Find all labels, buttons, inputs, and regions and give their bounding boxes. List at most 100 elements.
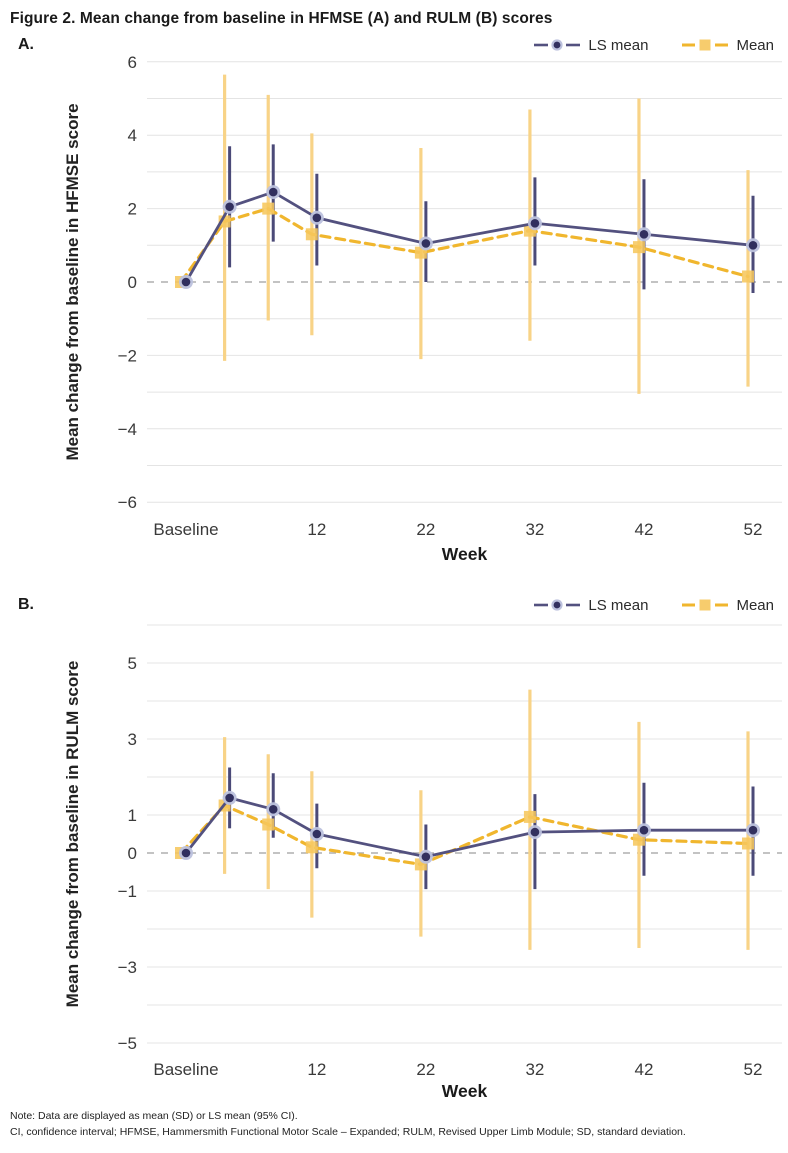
series-mean-line — [179, 803, 750, 866]
x-axis-label: Week — [442, 544, 488, 564]
y-tick-label: 1 — [128, 806, 137, 825]
y-axis-title: Mean change from baseline in HFMSE score — [63, 103, 82, 460]
legend-item-ls-mean: LS mean — [534, 597, 648, 614]
ls-mean-legend-label: LS mean — [588, 36, 649, 54]
x-tick-label: 52 — [744, 1060, 763, 1079]
y-tick-label: −5 — [118, 1034, 137, 1053]
legend-item-ls-mean: LS mean — [534, 37, 648, 54]
panel-b: B. LS mean — [10, 594, 782, 1104]
series-ls-mean-line — [184, 190, 754, 283]
panel-b-header: B. LS mean — [10, 594, 780, 616]
panel-a-legend: LS mean Mean — [534, 37, 774, 54]
legend-item-mean: Mean — [682, 597, 774, 614]
mean-legend-label: Mean — [736, 596, 774, 614]
mean-legend-label: Mean — [736, 36, 774, 54]
series-mean-errorbars — [223, 689, 750, 950]
rulm-chart: 5 3 1 0 −1 −3 −5 Mean change from baseline in R… — [63, 624, 782, 1101]
mean-data-point — [305, 841, 318, 854]
mean-legend-swatch-icon — [682, 39, 729, 51]
ls-mean-data-point — [639, 229, 649, 239]
legend-item-mean: Mean — [682, 37, 774, 54]
x-tick-label: 42 — [635, 1060, 654, 1079]
y-tick-label: −6 — [118, 493, 137, 512]
mean-data-point — [742, 837, 755, 850]
y-tick-label: 0 — [128, 844, 137, 863]
ls-mean-data-point — [268, 805, 278, 814]
panel-a-header: A. LS mean — [10, 34, 780, 56]
x-tick-label: 52 — [744, 520, 763, 539]
x-axis-title: Week — [442, 1081, 488, 1101]
panel-b-legend: LS mean Mean — [534, 597, 774, 614]
y-tick-label: 0 — [128, 273, 137, 292]
mean-data-point — [523, 810, 536, 823]
y-tick-label: −3 — [118, 958, 137, 977]
panel-b-label: B. — [18, 596, 34, 613]
ls-mean-data-point — [530, 218, 540, 228]
ls-mean-data-point — [268, 187, 278, 197]
x-tick-label: 32 — [525, 520, 544, 539]
ls-mean-data-point — [225, 202, 234, 212]
y-tick-labels: 5 3 1 0 −1 −3 −5 — [118, 654, 137, 1053]
mean-data-point — [632, 241, 645, 254]
ls-mean-data-point — [748, 825, 758, 835]
ls-mean-data-point — [748, 241, 758, 250]
mean-legend-swatch-icon — [682, 599, 729, 611]
y-tick-label: −4 — [118, 420, 137, 439]
y-tick-labels: 6 4 2 0 −2 −4 −6 — [118, 56, 137, 512]
x-tick-labels: Baseline 12 22 32 42 52 — [153, 1060, 762, 1079]
footnote-note: Note: Data are displayed as mean (SD) or… — [10, 1110, 298, 1122]
figure-title: Figure 2. Mean change from baseline in H… — [10, 10, 553, 27]
ls-mean-legend-swatch-icon — [534, 599, 581, 611]
ls-mean-data-point — [181, 277, 191, 287]
panel-a-label: A. — [18, 36, 34, 53]
x-tick-label: 22 — [416, 1060, 435, 1079]
x-tick-labels: Baseline 12 22 32 42 52 — [153, 520, 762, 539]
x-tick-label: 22 — [416, 520, 435, 539]
y-tick-label: 6 — [128, 56, 137, 72]
x-axis-title: Week — [442, 544, 488, 564]
x-tick-label: 42 — [635, 520, 654, 539]
ls-mean-data-point — [312, 213, 322, 223]
y-tick-label: 5 — [128, 654, 137, 673]
y-tick-label: 4 — [128, 126, 137, 145]
y-axis-title: Mean change from baseline in RULM score — [63, 661, 82, 1008]
panel-a: A. LS mean — [10, 34, 782, 568]
x-tick-label: 12 — [307, 1060, 326, 1079]
series-ls-mean-markers — [179, 790, 761, 864]
mean-data-point — [262, 202, 275, 215]
ls-mean-legend-label: LS mean — [588, 596, 649, 614]
gridlines — [147, 624, 782, 1044]
gridlines — [147, 61, 782, 503]
mean-data-point — [305, 228, 318, 241]
ls-mean-data-point — [421, 852, 431, 862]
x-tick-label: 32 — [525, 1060, 544, 1079]
series-mean-errorbars — [223, 74, 750, 394]
y-tick-label: 3 — [128, 730, 137, 749]
footnote-abbreviations: CI, confidence interval; HFMSE, Hammersm… — [10, 1126, 686, 1139]
ls-mean-data-point — [312, 829, 322, 839]
mean-data-point — [742, 270, 755, 283]
y-axis-label: Mean change from baseline in HFMSE score — [63, 103, 82, 460]
series-mean-markers — [175, 799, 755, 871]
x-axis-label: Week — [442, 1081, 488, 1101]
series-ls-mean-errorbars — [228, 144, 755, 294]
ls-mean-data-point — [181, 848, 191, 858]
x-tick-label: Baseline — [153, 520, 218, 539]
x-tick-label: Baseline — [153, 1060, 218, 1079]
y-tick-label: −2 — [118, 346, 137, 365]
ls-mean-data-point — [639, 825, 649, 835]
x-tick-label: 12 — [307, 520, 326, 539]
y-axis-label: Mean change from baseline in RULM score — [63, 661, 82, 1008]
ls-mean-data-point — [530, 827, 540, 837]
mean-data-point — [262, 818, 275, 831]
ls-mean-data-point — [225, 793, 234, 803]
ls-mean-data-point — [421, 239, 431, 248]
figure-footnotes: Note: Data are displayed as mean (SD) or… — [10, 1108, 780, 1141]
y-tick-label: 2 — [128, 200, 137, 219]
series-ls-mean-markers — [179, 185, 761, 289]
series-mean-line — [179, 207, 750, 284]
series-ls-mean-line — [184, 796, 754, 859]
ls-mean-legend-swatch-icon — [534, 39, 581, 51]
